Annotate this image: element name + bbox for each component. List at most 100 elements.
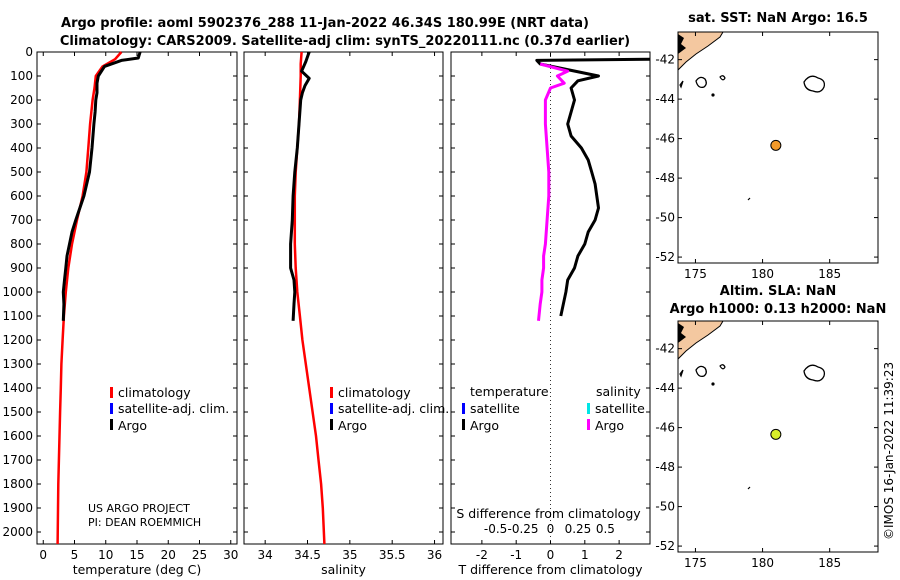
x2-axis-label: S difference from climatology: [456, 506, 641, 521]
x-tick-label: 175: [684, 267, 707, 281]
y-tick-label: -44: [655, 381, 675, 395]
x-tick-label: 1: [581, 548, 589, 562]
legend-label: satellite-adj. clim.: [118, 401, 229, 416]
x-tick-label: 15: [129, 548, 144, 562]
y-tick-label: 700: [10, 213, 33, 227]
x-tick-label: 185: [818, 556, 841, 570]
legend-swatch-s-satellite: [587, 403, 590, 414]
x-axis-label: T difference from climatology: [457, 562, 643, 577]
legend-swatch-s-argo: [587, 419, 590, 430]
sst-map-title: sat. SST: NaN Argo: 16.5: [688, 11, 868, 26]
difference-panel: -2 -1 0 1 2T difference from climatology S di…: [450, 51, 651, 577]
legend-label: Argo: [595, 418, 624, 433]
salinity-legend: climatology satellite-adj. clim. Argo: [330, 385, 449, 433]
x-tick-label: 0: [39, 548, 47, 562]
y-tick-label: -50: [655, 211, 675, 225]
series-line-s-argo: [537, 62, 570, 321]
legend-swatch-t-satellite: [462, 403, 465, 414]
x-axis-label: salinity: [321, 562, 366, 577]
x-tick-label: -2: [476, 548, 488, 562]
y-tick-label: -48: [655, 171, 675, 185]
x2-tick-label: -0.25: [508, 522, 539, 536]
y-tick-label: -52: [655, 539, 675, 553]
x2-tick-label: 0: [547, 522, 555, 536]
y-tick-label: -46: [655, 132, 675, 146]
salinity-panel: 34 34.5 35 35.5 36 salinity: [243, 51, 444, 577]
y-tick-label: -42: [655, 53, 675, 67]
legend-swatch-argo: [110, 419, 113, 430]
y-tick-label: -44: [655, 92, 675, 106]
x-tick-label: -1: [510, 548, 522, 562]
y-tick-label: 0: [25, 45, 33, 59]
series-line-t-argo: [535, 57, 651, 317]
axes-frame: [36, 51, 238, 545]
legend-swatch-climatology: [330, 387, 333, 398]
x-tick-label: 5: [71, 548, 79, 562]
legend-label: Argo: [338, 418, 367, 433]
coastline-detail: [678, 34, 686, 54]
y-tick-label: 200: [10, 93, 33, 107]
x2-tick-label: 0.5: [596, 522, 615, 536]
series-line-argo: [289, 51, 311, 321]
sla-map-panel: Altim. SLA: NaN Argo h1000: 0.13 h2000: N…: [655, 284, 886, 570]
y-tick-label: 1000: [2, 285, 33, 299]
legend-swatch-satellite: [330, 403, 333, 414]
island-dot: [711, 93, 715, 97]
x-tick-label: 35.5: [379, 548, 406, 562]
sla-map-title-line-1: Altim. SLA: NaN: [720, 284, 836, 299]
legend-label: climatology: [118, 385, 191, 400]
y-tick-label: 100: [10, 69, 33, 83]
x-tick-label: 175: [684, 556, 707, 570]
legend-label: satellite: [470, 401, 520, 416]
x-tick-label: 185: [818, 267, 841, 281]
title-line-1: Argo profile: aoml 5902376_288 11-Jan-20…: [61, 16, 589, 31]
y-tick-label: 500: [10, 165, 33, 179]
y-tick-label: 1500: [2, 405, 33, 419]
axes-frame: [450, 51, 651, 545]
island-dot: [711, 382, 715, 386]
x-tick-label: 0: [547, 548, 555, 562]
x-tick-label: 34: [258, 548, 273, 562]
land-shape: [677, 31, 724, 72]
islet: [747, 486, 751, 490]
y-tick-label: -46: [655, 421, 675, 435]
float-position-marker: [770, 428, 782, 440]
axes-frame: [243, 51, 444, 545]
legend-label: satellite-adj. clim.: [338, 401, 449, 416]
legend-label: Argo: [470, 418, 499, 433]
legend-swatch-argo: [330, 419, 333, 430]
legend-label: satellite: [595, 401, 645, 416]
y-tick-label: 400: [10, 141, 33, 155]
legend-label: climatology: [338, 385, 411, 400]
y-tick-label: 1700: [2, 453, 33, 467]
x-tick-label: 30: [223, 548, 238, 562]
map-frame: [677, 31, 879, 264]
x-tick-label: 36: [427, 548, 442, 562]
sla-map-title-line-2: Argo h1000: 0.13 h2000: NaN: [670, 302, 887, 317]
y-tick-label: -52: [655, 250, 675, 264]
x-tick-label: 20: [161, 548, 176, 562]
y-tick-label: -42: [655, 342, 675, 356]
temperature-panel: 0100200300400500600700800900100011001200…: [2, 45, 238, 577]
island-outline: [719, 75, 726, 81]
land-shape: [677, 320, 724, 361]
island-outline: [679, 80, 684, 89]
sst-map-panel: sat. SST: NaN Argo: 16.5 175 180 185 -52 -50 -…: [655, 11, 879, 281]
y-tick-label: 1100: [2, 309, 33, 323]
legend-swatch-satellite: [110, 403, 113, 414]
difference-legend: temperature salinity satellite Argo sate…: [462, 384, 645, 433]
island-outline: [679, 369, 684, 378]
y-tick-label: 1400: [2, 381, 33, 395]
campbell-island: [803, 75, 826, 93]
island-outline: [695, 76, 707, 89]
campbell-island: [803, 364, 826, 382]
y-tick-label: 1600: [2, 429, 33, 443]
y-tick-label: 1900: [2, 501, 33, 515]
x-tick-label: 35: [342, 548, 357, 562]
series-line-climatology: [56, 51, 123, 545]
x-tick-label: 2: [615, 548, 623, 562]
x-tick-label: 10: [98, 548, 113, 562]
x-axis-label: temperature (deg C): [73, 562, 202, 577]
x-tick-label: 180: [751, 267, 774, 281]
